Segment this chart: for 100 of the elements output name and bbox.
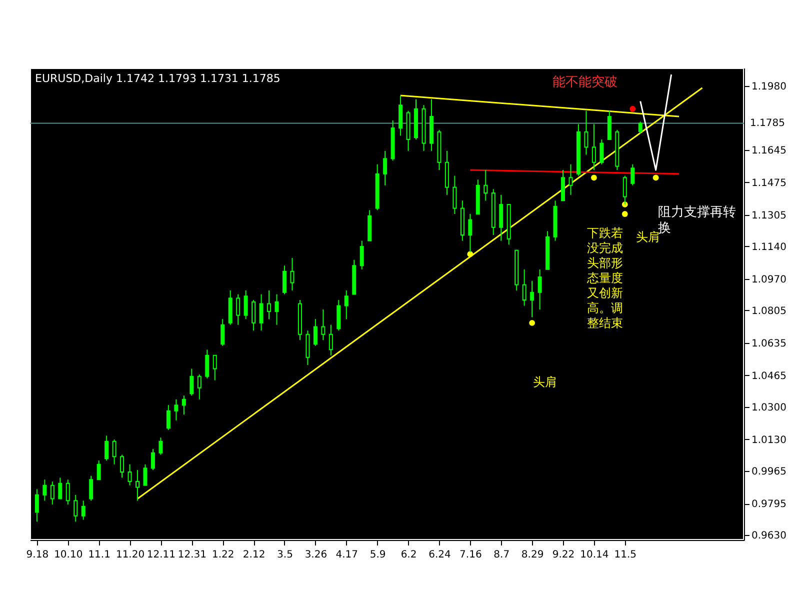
candlestick <box>236 294 240 326</box>
candlestick <box>313 318 318 346</box>
candlestick <box>360 240 364 270</box>
y-tick-label: 1.0300 <box>752 402 786 414</box>
candlestick <box>306 330 310 366</box>
y-tick-label: 1.1140 <box>752 242 786 253</box>
point <box>590 174 597 181</box>
candlestick <box>174 398 178 421</box>
x-tick-label: 11.5 <box>614 550 637 560</box>
candlestick <box>538 268 542 310</box>
candlestick <box>321 309 326 341</box>
candlestick <box>530 280 534 318</box>
annotation: 阻力支撑再转换 <box>658 205 736 236</box>
candlestick <box>398 95 403 136</box>
candlestick <box>259 294 264 332</box>
candlestick <box>600 138 604 165</box>
candlestick <box>484 170 488 202</box>
x-tick-label: 6.24 <box>428 550 451 560</box>
candlestick <box>190 368 194 396</box>
candlestick <box>290 257 294 291</box>
y-tick-label: 0.9965 <box>752 466 786 478</box>
candlestick <box>499 194 504 242</box>
candlestick <box>50 481 54 505</box>
y-tick-label: 1.1475 <box>752 178 786 189</box>
candlestick <box>74 494 78 522</box>
candlestick <box>522 268 526 306</box>
y-tick-label: 1.1980 <box>752 81 786 92</box>
candlestick <box>282 265 286 295</box>
point <box>467 251 474 258</box>
y-tick-label: 1.0805 <box>752 306 786 317</box>
x-tick-label: 4.17 <box>336 550 358 560</box>
candlestick <box>120 454 124 478</box>
candlestick <box>274 294 279 326</box>
candlestick <box>34 488 39 522</box>
candlestick <box>166 404 170 430</box>
x-tick-label: 12.11 <box>146 550 176 560</box>
ref-line-label: 1.1785 <box>750 118 785 130</box>
point <box>630 106 636 112</box>
candlestick <box>592 124 596 171</box>
x-tick-label: 7.16 <box>460 550 482 560</box>
candlestick <box>143 464 148 486</box>
candlestick <box>244 290 248 320</box>
candlestick <box>205 349 210 379</box>
candlestick <box>89 475 94 502</box>
candlestick <box>66 479 70 505</box>
x-tick-label: 5.9 <box>370 550 386 560</box>
y-tick-label: 1.0465 <box>752 370 786 382</box>
x-tick-label: 11.1 <box>88 550 110 560</box>
x-tick-label: 8.29 <box>521 550 544 560</box>
candlestick <box>58 477 62 500</box>
x-tick-label: 3.5 <box>277 550 293 560</box>
candlestick <box>383 150 388 186</box>
y-tick-label: 1.0130 <box>752 434 786 446</box>
x-tick-label: 1.22 <box>212 550 234 560</box>
x-tick-label: 10.14 <box>580 550 609 560</box>
candlestick <box>182 395 186 416</box>
candlestick <box>607 110 612 140</box>
y-tick-label: 0.9630 <box>752 530 786 542</box>
chart-title: EURUSD,Daily 1.1742 1.1793 1.1731 1.1785 <box>35 72 280 85</box>
point <box>622 211 628 217</box>
x-tick-label: 12.31 <box>178 550 206 560</box>
x-tick-label: 3.26 <box>304 550 328 560</box>
candlestick <box>112 438 116 465</box>
y-tick-label: 1.0635 <box>752 338 786 350</box>
candlestick <box>96 460 101 480</box>
candlestick <box>220 318 225 346</box>
point <box>529 320 536 326</box>
candlestick <box>136 470 140 502</box>
candlestick <box>212 354 217 381</box>
x-tick-label: 10.10 <box>54 550 83 560</box>
candlestick <box>561 170 565 202</box>
annotation: 头肩 <box>533 375 557 389</box>
candlestick <box>568 164 573 196</box>
x-tick-label: 9.22 <box>552 550 575 560</box>
candlestick <box>150 448 155 471</box>
annotation: 头肩 <box>636 230 660 244</box>
y-tick-label: 0.9795 <box>752 499 786 510</box>
candlestick <box>584 110 588 156</box>
candlestick <box>81 500 86 520</box>
candlestick <box>197 374 202 400</box>
x-tick-label: 9.18 <box>26 550 49 560</box>
candlestick <box>128 464 132 486</box>
y-tick-label: 1.1305 <box>752 210 786 222</box>
candlestick <box>252 299 256 332</box>
annotation: 下跌若没完成头部形态量度又创新高。调整结束 <box>586 226 623 330</box>
x-tick-label: 11.20 <box>116 550 145 560</box>
candlestick <box>452 175 457 214</box>
candlestick <box>104 435 109 462</box>
point <box>652 174 659 181</box>
candlestick <box>328 324 333 356</box>
candlestick <box>267 290 272 320</box>
candlestick <box>336 299 341 332</box>
candlestick <box>630 164 635 186</box>
y-tick-label: 1.1645 <box>752 145 786 156</box>
candlestick <box>158 437 163 456</box>
candlestick <box>344 290 348 320</box>
y-tick-label: 1.0970 <box>752 274 786 286</box>
x-tick-label: 2.12 <box>242 550 266 560</box>
candlestick <box>638 121 642 134</box>
x-tick-label: 8.7 <box>494 550 510 560</box>
